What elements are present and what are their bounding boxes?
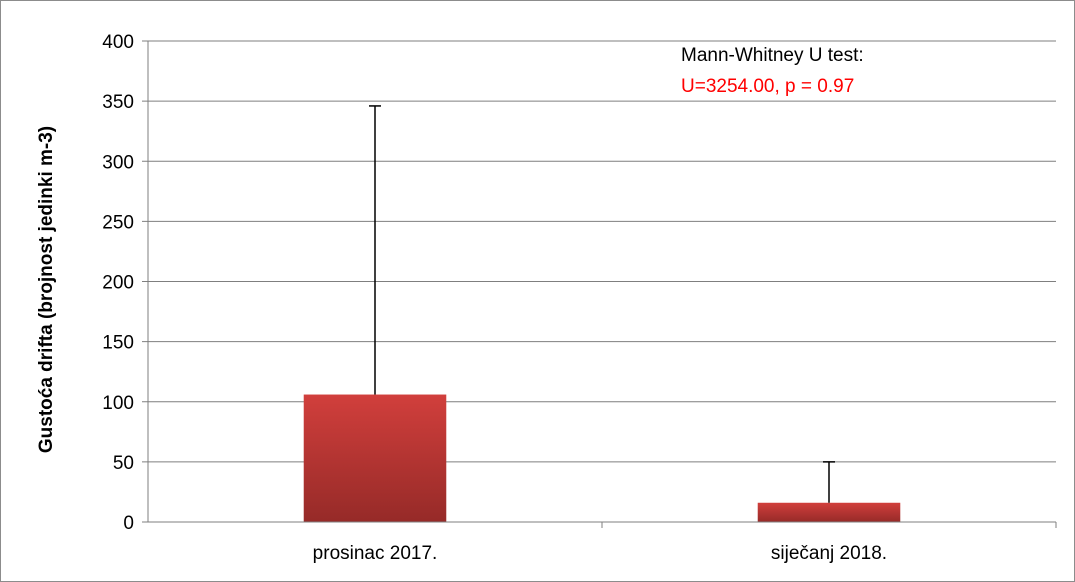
y-tick-label: 0: [123, 513, 134, 534]
bar: [757, 502, 901, 522]
annotation-title: Mann-Whitney U test:: [681, 45, 864, 66]
x-tick-label: prosinac 2017.: [313, 543, 438, 564]
bars: [303, 394, 901, 522]
y-tick-label: 100: [102, 393, 134, 414]
gridlines: [142, 40, 1056, 523]
error-bars: [369, 105, 835, 503]
y-axis-label: Gustoća drifta (brojnost jedinki m-3): [36, 126, 57, 453]
y-tick-label: 250: [102, 212, 134, 233]
annotation-statistic: U=3254.00, p = 0.97: [681, 76, 854, 97]
y-tick-label: 150: [102, 333, 134, 354]
y-tick-label: 50: [113, 453, 134, 474]
y-tick-label: 200: [102, 273, 134, 294]
y-tick-label: 350: [102, 92, 134, 113]
bar: [303, 394, 447, 522]
y-tick-labels: 0 50 100 150 200 250 300 350 400: [102, 32, 134, 534]
x-tick-labels: prosinac 2017. siječanj 2018.: [313, 522, 1057, 564]
x-tick-label: siječanj 2018.: [771, 543, 887, 564]
y-tick-label: 300: [102, 152, 134, 173]
y-tick-label: 400: [102, 32, 134, 53]
